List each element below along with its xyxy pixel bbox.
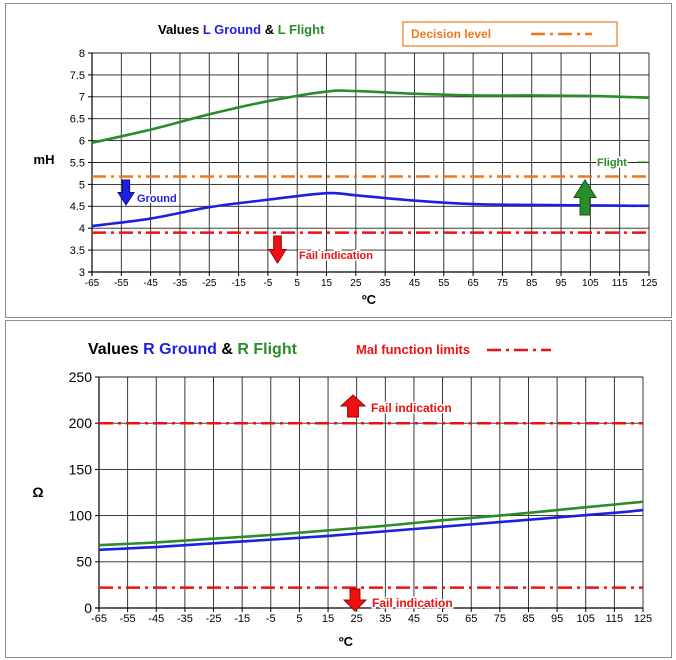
chart-title: Values L Ground & L Flight — [158, 22, 325, 37]
x-tick-label: 45 — [408, 613, 420, 625]
x-tick-label: -15 — [234, 613, 250, 625]
y-tick-label: 3.5 — [70, 245, 85, 257]
legend-label: Decision level — [411, 27, 491, 41]
x-tick-label: 15 — [322, 613, 334, 625]
r-values-chart-panel: Values R Ground & R Flight Mal function l… — [5, 320, 672, 658]
chart-title-part: R Ground — [143, 341, 217, 358]
y-tick-label: 5 — [79, 179, 85, 191]
x-tick-label: 65 — [465, 613, 477, 625]
x-tick-label: 125 — [641, 278, 658, 289]
x-tick-label: 35 — [380, 278, 392, 289]
chart-title-part: & — [217, 341, 237, 358]
chart-title-part: Values — [158, 22, 203, 37]
y-tick-label: 50 — [76, 554, 92, 570]
x-tick-label: -55 — [114, 278, 129, 289]
x-tick-label: 75 — [497, 278, 509, 289]
x-tick-label: 115 — [612, 278, 628, 289]
annotation-label: Ground — [137, 193, 177, 205]
x-tick-label: -65 — [85, 278, 100, 289]
y-tick-label: 3 — [79, 267, 85, 279]
y-tick-label: 4.5 — [70, 201, 85, 213]
l-values-chart: Values L Ground & L Flight Decision level… — [34, 21, 658, 307]
chart-title-part: & — [261, 22, 278, 37]
y-tick-label: 6.5 — [70, 114, 85, 126]
y-tick-label: 150 — [69, 461, 93, 477]
x-tick-label: -25 — [206, 613, 222, 625]
series-line-r-flight — [98, 500, 644, 547]
x-tick-label: 95 — [551, 613, 563, 625]
x-tick-label: -5 — [266, 613, 276, 625]
x-tick-label: 115 — [606, 613, 624, 625]
x-tick-label: -35 — [177, 613, 193, 625]
annotation-label: Fail indication — [372, 596, 453, 610]
down-arrow-icon — [117, 179, 135, 206]
x-tick-label: 5 — [296, 613, 302, 625]
chart-title-part: L Flight — [278, 22, 325, 37]
annotation-label: Fail indication — [299, 250, 373, 262]
grid — [91, 52, 650, 273]
r-values-chart: Values R Ground & R Flight Mal function l… — [32, 341, 652, 649]
series-line-l-ground — [91, 191, 650, 228]
l-values-chart-panel: Values L Ground & L Flight Decision level… — [5, 3, 672, 318]
x-tick-label: -35 — [173, 278, 188, 289]
x-tick-label: 105 — [582, 278, 599, 289]
chart-title-part: Values — [88, 341, 143, 358]
x-tick-label: 45 — [409, 278, 421, 289]
chart-title-part: L Ground — [203, 22, 261, 37]
x-tick-label: 65 — [468, 278, 480, 289]
series-line-r-ground — [98, 508, 644, 552]
x-tick-label: 25 — [350, 278, 362, 289]
y-axis-label: Ω — [32, 484, 43, 500]
x-tick-label: -15 — [231, 278, 246, 289]
x-tick-label: -55 — [120, 613, 136, 625]
y-tick-label: 200 — [69, 415, 93, 431]
y-tick-label: 6 — [79, 135, 85, 147]
x-tick-label: 15 — [321, 278, 333, 289]
y-tick-label: 250 — [69, 369, 93, 385]
y-tick-label: 100 — [69, 508, 93, 524]
series-line-l-flight — [91, 89, 650, 145]
down-arrow-icon — [342, 588, 368, 612]
annotation-label: Flight — [597, 157, 627, 169]
y-tick-label: 5.5 — [70, 157, 85, 169]
x-tick-label: 25 — [351, 613, 363, 625]
x-tick-label: -25 — [202, 278, 217, 289]
x-axis-label: ºC — [362, 292, 377, 307]
annotation-label: Fail indication — [371, 401, 452, 415]
y-tick-label: 7.5 — [70, 70, 85, 82]
chart-title-part: R Flight — [237, 341, 297, 358]
x-tick-label: 95 — [555, 278, 567, 289]
x-axis-label: ºC — [339, 634, 354, 649]
x-tick-label: -45 — [148, 613, 164, 625]
x-tick-label: -65 — [91, 613, 107, 625]
x-tick-label: 5 — [294, 278, 300, 289]
x-tick-label: 85 — [526, 278, 538, 289]
x-tick-label: -5 — [263, 278, 272, 289]
legend-box — [402, 21, 618, 47]
x-tick-label: 55 — [436, 613, 448, 625]
x-tick-label: 35 — [379, 613, 391, 625]
x-tick-label: 75 — [494, 613, 506, 625]
chart-title: Values R Ground & R Flight — [88, 341, 298, 358]
up-arrow-icon — [573, 179, 597, 216]
x-tick-label: 85 — [522, 613, 534, 625]
up-arrow-icon — [339, 394, 367, 418]
y-tick-label: 7 — [79, 92, 85, 104]
x-tick-label: 55 — [438, 278, 450, 289]
down-arrow-icon — [268, 235, 287, 264]
x-tick-label: 105 — [577, 613, 595, 625]
y-tick-label: 8 — [79, 48, 85, 60]
x-tick-label: -45 — [143, 278, 158, 289]
y-axis-label: mH — [34, 152, 55, 167]
y-tick-label: 4 — [79, 223, 85, 235]
legend-label: Mal function limits — [356, 342, 470, 357]
x-tick-label: 125 — [634, 613, 652, 625]
y-tick-label: 0 — [84, 600, 92, 616]
